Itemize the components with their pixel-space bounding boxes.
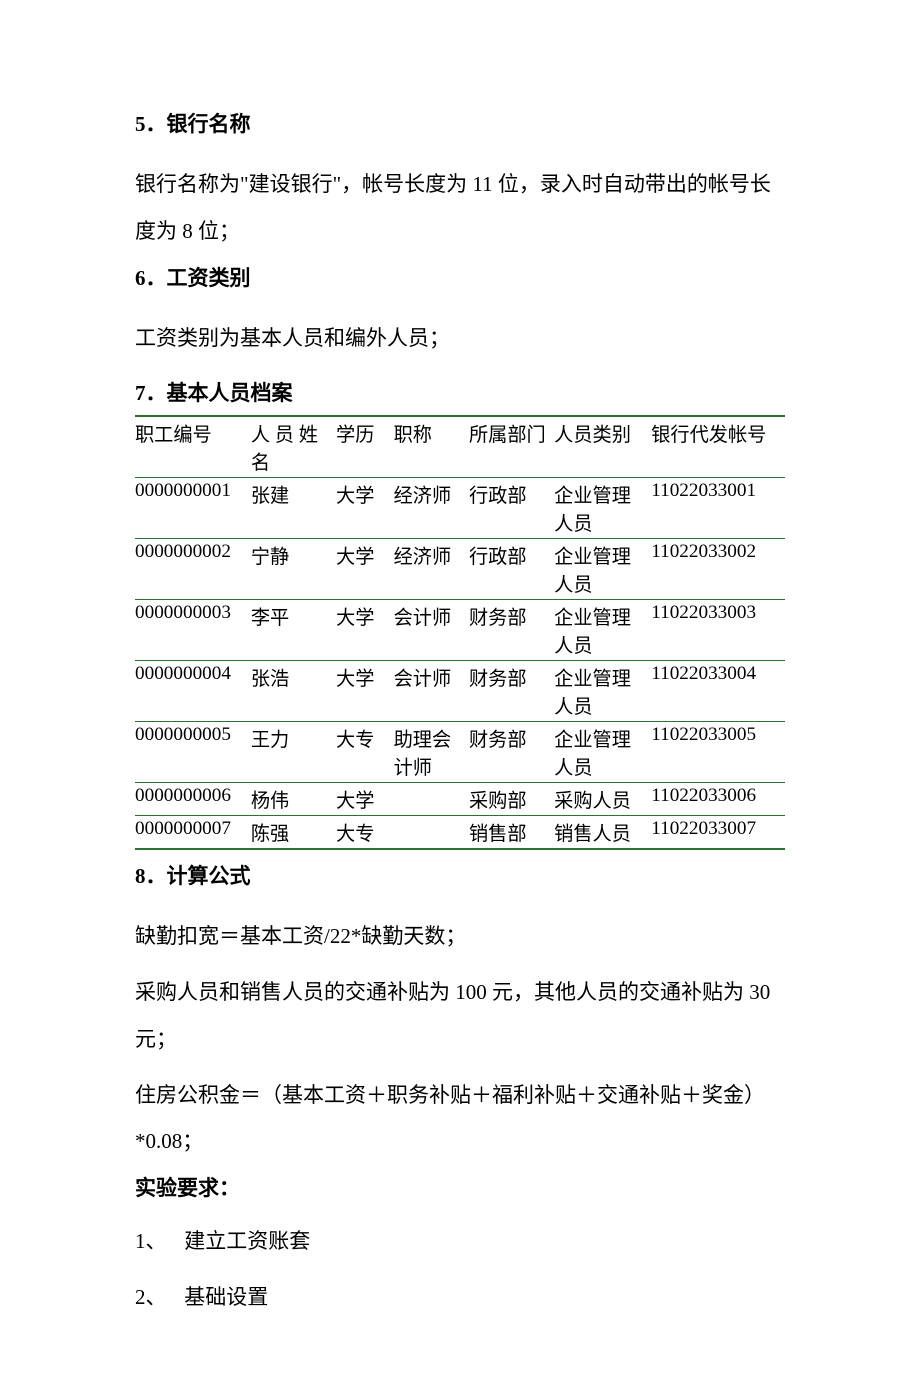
cell: 11022033006	[651, 782, 785, 815]
cell: 王力	[251, 721, 336, 782]
cell: 财务部	[469, 599, 554, 660]
cell: 0000000006	[135, 782, 251, 815]
cell: 0000000002	[135, 538, 251, 599]
col-education: 学历	[336, 416, 394, 478]
section-6-number: 6．	[135, 266, 167, 290]
col-bank-account: 银行代发帐号	[651, 416, 785, 478]
section-6-heading: 6．工资类别	[135, 264, 785, 293]
cell: 李平	[251, 599, 336, 660]
cell: 行政部	[469, 477, 554, 538]
cell: 企业管理人员	[554, 721, 651, 782]
cell: 大学	[336, 782, 394, 815]
requirement-item: 2、 基础设置	[135, 1281, 785, 1311]
table-row: 0000000003 李平 大学 会计师 财务部 企业管理人员 11022033…	[135, 599, 785, 660]
cell: 0000000003	[135, 599, 251, 660]
table-header-row: 职工编号 人 员 姓名 学历 职称 所属部门 人员类别 银行代发帐号	[135, 416, 785, 478]
cell: 助理会计师	[394, 721, 469, 782]
section-5-number: 5．	[135, 112, 167, 136]
table-row: 0000000006 杨伟 大学 采购部 采购人员 11022033006	[135, 782, 785, 815]
cell: 0000000004	[135, 660, 251, 721]
section-5-heading: 5．银行名称	[135, 110, 785, 139]
cell: 经济师	[394, 538, 469, 599]
cell: 11022033001	[651, 477, 785, 538]
formula-line-1: 缺勤扣宽＝基本工资/22*缺勤天数；	[135, 913, 785, 959]
section-8-heading: 8．计算公式	[135, 862, 785, 891]
cell	[394, 782, 469, 815]
personnel-table: 职工编号 人 员 姓名 学历 职称 所属部门 人员类别 银行代发帐号 00000…	[135, 415, 785, 850]
cell: 大学	[336, 599, 394, 660]
cell: 财务部	[469, 721, 554, 782]
cell: 陈强	[251, 815, 336, 849]
table-row: 0000000007 陈强 大专 销售部 销售人员 11022033007	[135, 815, 785, 849]
cell	[394, 815, 469, 849]
cell: 企业管理人员	[554, 477, 651, 538]
cell: 采购部	[469, 782, 554, 815]
cell: 宁静	[251, 538, 336, 599]
cell: 张浩	[251, 660, 336, 721]
cell: 企业管理人员	[554, 599, 651, 660]
requirement-text: 建立工资账套	[184, 1229, 310, 1253]
formula-line-3: 住房公积金＝（基本工资＋职务补贴＋福利补贴＋交通补贴＋奖金）*0.08；	[135, 1072, 785, 1164]
requirements-heading: 实验要求：	[135, 1174, 785, 1203]
cell: 会计师	[394, 660, 469, 721]
cell: 企业管理人员	[554, 660, 651, 721]
section-7-number: 7．	[135, 381, 167, 405]
section-5-title: 银行名称	[167, 112, 251, 136]
col-title: 职称	[394, 416, 469, 478]
cell: 11022033002	[651, 538, 785, 599]
col-category: 人员类别	[554, 416, 651, 478]
formula-line-2: 采购人员和销售人员的交通补贴为 100 元，其他人员的交通补贴为 30 元；	[135, 969, 785, 1061]
requirements-list: 1、 建立工资账套 2、 基础设置	[135, 1225, 785, 1311]
cell: 0000000001	[135, 477, 251, 538]
cell: 0000000007	[135, 815, 251, 849]
table-row: 0000000001 张建 大学 经济师 行政部 企业管理人员 11022033…	[135, 477, 785, 538]
requirement-marker: 2、	[135, 1281, 179, 1311]
requirement-marker: 1、	[135, 1225, 179, 1255]
cell: 0000000005	[135, 721, 251, 782]
requirement-text: 基础设置	[184, 1285, 268, 1309]
cell: 大学	[336, 538, 394, 599]
cell: 采购人员	[554, 782, 651, 815]
cell: 行政部	[469, 538, 554, 599]
cell: 财务部	[469, 660, 554, 721]
cell: 大学	[336, 477, 394, 538]
section-5-body: 银行名称为"建设银行"，帐号长度为 11 位，录入时自动带出的帐号长度为 8 位…	[135, 161, 785, 253]
cell: 11022033004	[651, 660, 785, 721]
cell: 张建	[251, 477, 336, 538]
cell: 企业管理人员	[554, 538, 651, 599]
cell: 11022033003	[651, 599, 785, 660]
cell: 11022033007	[651, 815, 785, 849]
col-employee-id: 职工编号	[135, 416, 251, 478]
col-name: 人 员 姓名	[251, 416, 336, 478]
section-6-body: 工资类别为基本人员和编外人员；	[135, 315, 785, 361]
cell: 大学	[336, 660, 394, 721]
table-row: 0000000004 张浩 大学 会计师 财务部 企业管理人员 11022033…	[135, 660, 785, 721]
cell: 杨伟	[251, 782, 336, 815]
cell: 经济师	[394, 477, 469, 538]
requirement-item: 1、 建立工资账套	[135, 1225, 785, 1255]
cell: 大专	[336, 815, 394, 849]
table-row: 0000000005 王力 大专 助理会计师 财务部 企业管理人员 110220…	[135, 721, 785, 782]
document-page: 5．银行名称 银行名称为"建设银行"，帐号长度为 11 位，录入时自动带出的帐号…	[0, 0, 920, 1397]
section-8-title: 计算公式	[167, 864, 251, 888]
section-7-heading: 7．基本人员档案	[135, 379, 785, 408]
cell: 会计师	[394, 599, 469, 660]
section-6-title: 工资类别	[167, 266, 251, 290]
section-8-number: 8．	[135, 864, 167, 888]
section-7-title: 基本人员档案	[167, 381, 293, 405]
col-dept: 所属部门	[469, 416, 554, 478]
cell: 11022033005	[651, 721, 785, 782]
cell: 大专	[336, 721, 394, 782]
table-body: 0000000001 张建 大学 经济师 行政部 企业管理人员 11022033…	[135, 477, 785, 849]
cell: 销售部	[469, 815, 554, 849]
table-row: 0000000002 宁静 大学 经济师 行政部 企业管理人员 11022033…	[135, 538, 785, 599]
cell: 销售人员	[554, 815, 651, 849]
